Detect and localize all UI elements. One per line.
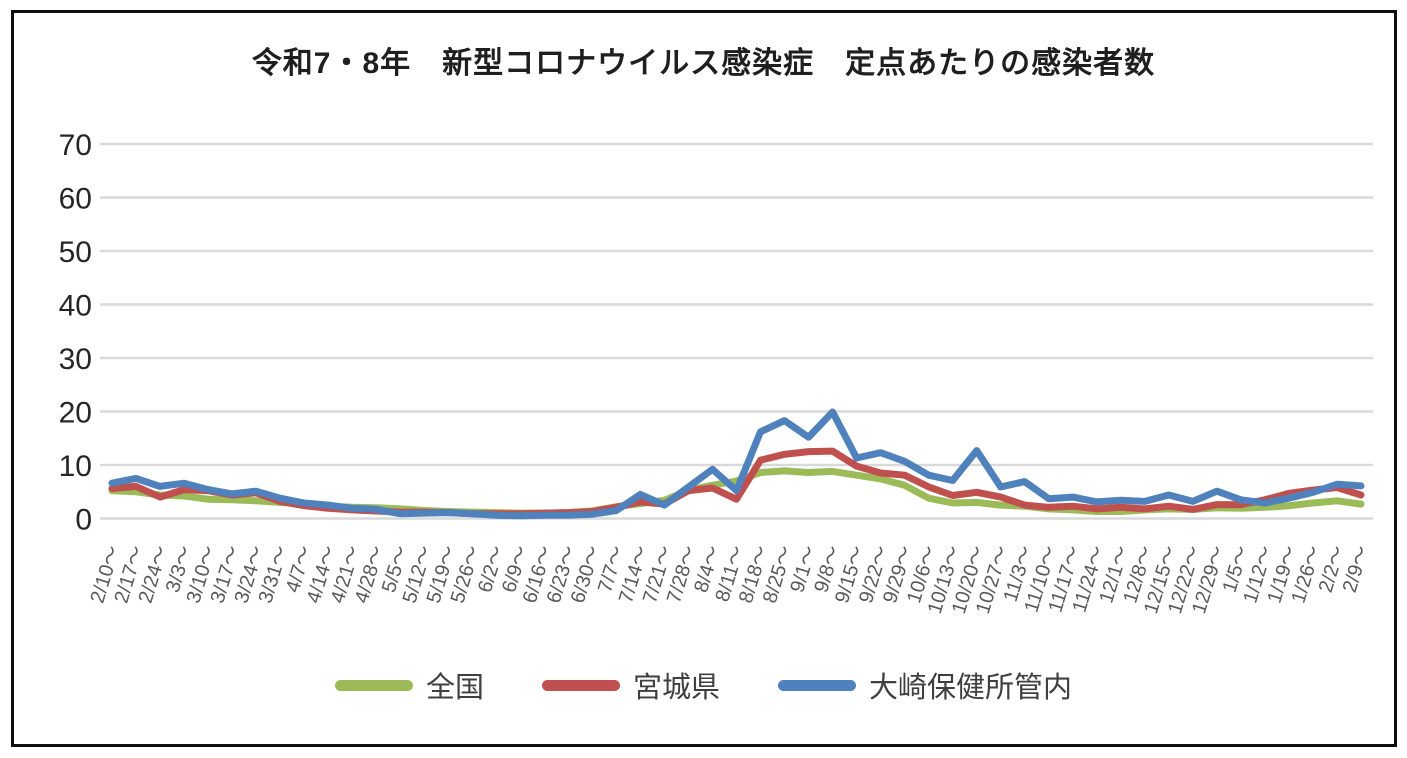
legend-label-miyagi: 宮城県 — [632, 672, 720, 704]
legend-item-zenkoku: 全国 — [334, 664, 484, 706]
svg-text:70: 70 — [59, 129, 92, 162]
chart-legend: 全国 宮城県 大崎保健所管内 — [0, 664, 1407, 706]
legend-swatch-miyagi-icon — [541, 679, 620, 691]
svg-text:30: 30 — [59, 343, 92, 376]
legend-swatch-osaki-icon — [778, 679, 856, 691]
x-axis-labels: 2/10～2/17～2/24～3/3～3/10～3/17～3/24～3/31～4… — [87, 543, 1374, 616]
svg-text:50: 50 — [59, 236, 92, 269]
svg-text:40: 40 — [59, 290, 92, 323]
legend-item-osaki: 大崎保健所管内 — [778, 664, 1072, 706]
y-gridlines — [100, 142, 1373, 520]
svg-text:10: 10 — [59, 450, 92, 483]
chart-title: 令和7・8年 新型コロナウイルス感染症 定点あたりの感染者数 — [251, 47, 1156, 80]
svg-text:20: 20 — [59, 397, 92, 430]
legend-swatch-zenkoku-icon — [334, 679, 413, 691]
svg-text:60: 60 — [59, 183, 92, 216]
chart-frame — [11, 10, 1397, 747]
legend-label-osaki: 大崎保健所管内 — [869, 672, 1073, 704]
series-line-2 — [108, 408, 1365, 520]
legend-item-miyagi: 宮城県 — [541, 664, 720, 706]
svg-text:0: 0 — [75, 504, 92, 537]
legend-label-zenkoku: 全国 — [425, 672, 484, 704]
y-axis-labels: 0 10 20 30 40 50 60 70 — [59, 129, 92, 537]
